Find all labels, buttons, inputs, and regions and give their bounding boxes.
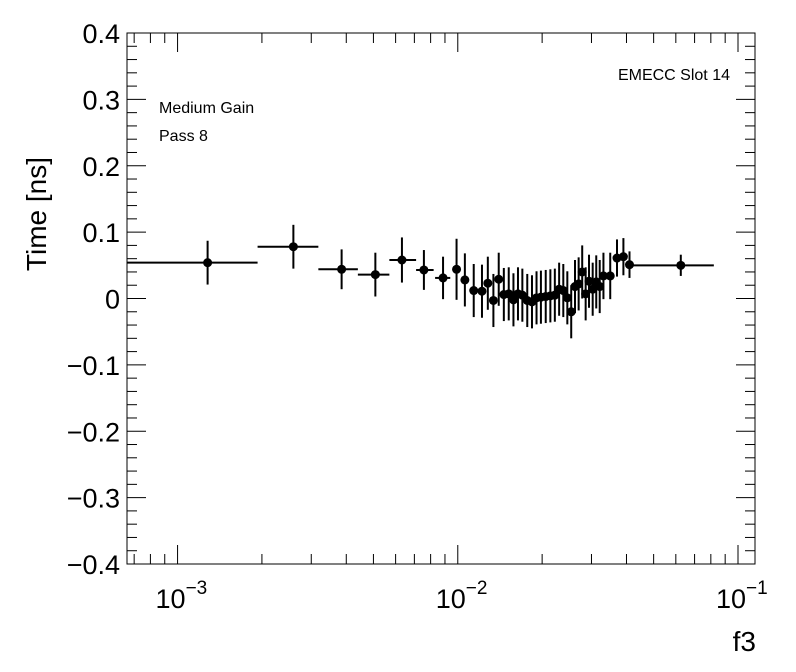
x-tick-label-base: 10 — [436, 584, 466, 614]
data-point — [584, 276, 594, 286]
x-tick-label-exponent: −1 — [746, 578, 768, 599]
data-point — [477, 286, 487, 296]
data-point — [452, 264, 462, 274]
x-tick-label: 10 — [436, 584, 466, 614]
x-tick-label: 10 — [156, 584, 186, 614]
data-point — [605, 271, 615, 281]
annotation-slot: EMECC Slot 14 — [618, 67, 730, 84]
data-point — [558, 286, 568, 296]
data-point — [488, 295, 498, 305]
x-tick-label-exponent: −2 — [466, 578, 488, 599]
data-point — [574, 279, 584, 289]
data-point — [419, 265, 429, 275]
data-point — [288, 242, 298, 252]
data-point — [624, 260, 634, 270]
x-tick-labels: 10 −3 10 −2 10 −1 — [156, 578, 768, 614]
data-point — [397, 255, 407, 265]
y-tick-label: −0.2 — [67, 417, 120, 447]
y-tick-labels: 0.4 0.3 0.2 0.1 0 −0.1 −0.2 −0.3 −0.4 — [67, 19, 120, 580]
y-tick-label: 0.1 — [82, 218, 120, 248]
x-axis-label: f3 — [733, 626, 756, 657]
data-points — [127, 224, 714, 339]
data-point — [562, 293, 572, 303]
data-point — [577, 267, 587, 277]
data-point — [469, 286, 479, 296]
x-tick-label-base: 10 — [716, 584, 746, 614]
y-tick-label: 0.2 — [82, 152, 120, 182]
y-tick-label: −0.1 — [67, 351, 120, 381]
y-tick-label: 0.3 — [82, 85, 120, 115]
y-axis-label: Time [ns] — [21, 157, 52, 271]
x-tick-label: 10 — [716, 584, 746, 614]
data-point — [595, 282, 605, 292]
x-tick-label-exponent: −3 — [186, 578, 208, 599]
data-point — [337, 264, 347, 274]
data-point — [581, 289, 591, 299]
annotation-pass: Pass 8 — [159, 128, 208, 145]
annotation-gain: Medium Gain — [159, 100, 254, 117]
data-point — [598, 271, 608, 281]
data-point — [438, 273, 448, 283]
data-point — [588, 284, 598, 294]
y-tick-label: −0.3 — [67, 484, 120, 514]
data-point — [566, 307, 576, 317]
data-point — [676, 260, 686, 270]
data-point — [483, 278, 493, 288]
x-tick-label-base: 10 — [156, 584, 186, 614]
axis-ticks — [127, 32, 755, 565]
data-point — [618, 252, 628, 262]
y-tick-label: 0 — [105, 285, 120, 315]
data-point — [370, 270, 380, 280]
y-tick-label: −0.4 — [67, 550, 120, 580]
y-tick-label: 0.4 — [82, 19, 120, 49]
data-point — [203, 258, 213, 268]
data-point — [494, 274, 504, 284]
data-point — [460, 275, 470, 285]
